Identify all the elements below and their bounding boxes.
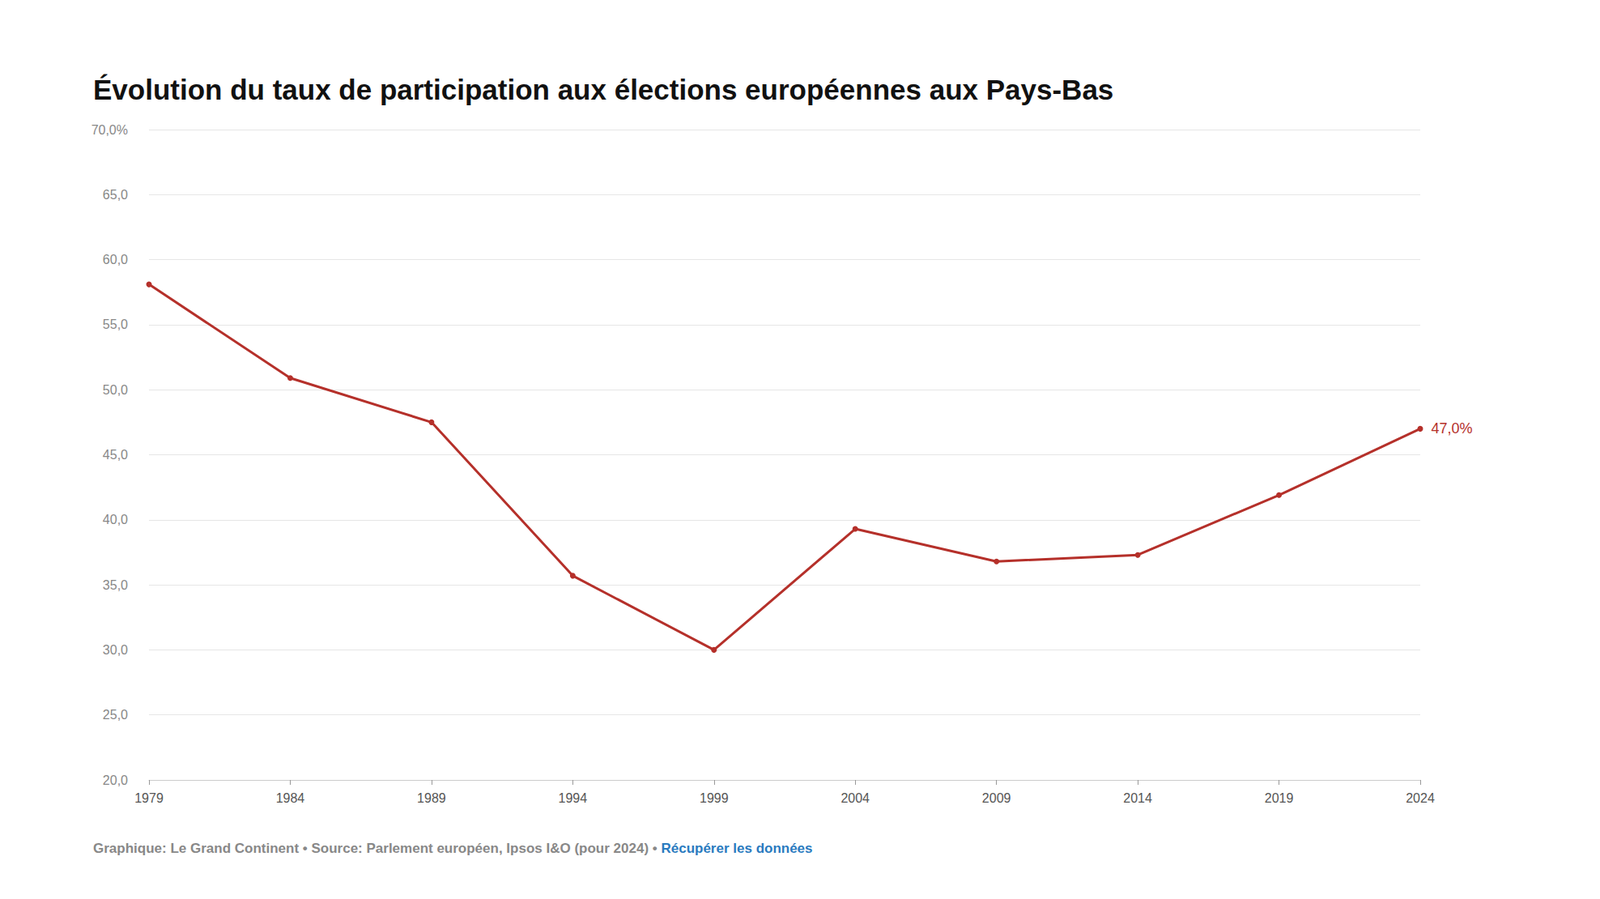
svg-text:55,0: 55,0 (102, 317, 128, 332)
svg-text:50,0: 50,0 (102, 382, 128, 397)
svg-text:65,0: 65,0 (102, 187, 128, 202)
svg-text:35,0: 35,0 (102, 578, 128, 592)
svg-text:1999: 1999 (699, 791, 729, 805)
svg-text:2009: 2009 (982, 791, 1012, 805)
svg-text:30,0: 30,0 (102, 642, 128, 657)
svg-text:2024: 2024 (1405, 791, 1435, 805)
svg-text:Évolution du taux de participa: Évolution du taux de participation aux é… (93, 73, 1114, 106)
svg-text:25,0: 25,0 (102, 707, 128, 722)
svg-text:70,0%: 70,0% (91, 123, 128, 137)
svg-text:45,0: 45,0 (102, 447, 128, 462)
svg-text:2019: 2019 (1264, 791, 1294, 805)
svg-text:47,0%: 47,0% (1431, 420, 1473, 437)
svg-text:Récupérer les données: Récupérer les données (660, 840, 813, 856)
svg-text:Graphique: Le Grand Continent: Graphique: Le Grand Continent • Source: … (93, 840, 661, 856)
svg-text:1989: 1989 (417, 791, 447, 805)
svg-text:1994: 1994 (558, 791, 588, 805)
svg-text:2014: 2014 (1123, 791, 1153, 805)
svg-text:1984: 1984 (276, 791, 306, 805)
svg-text:40,0: 40,0 (102, 512, 128, 527)
svg-text:20,0: 20,0 (102, 773, 128, 788)
svg-text:60,0: 60,0 (102, 252, 128, 267)
svg-text:2004: 2004 (840, 791, 870, 805)
svg-text:1979: 1979 (134, 791, 164, 805)
